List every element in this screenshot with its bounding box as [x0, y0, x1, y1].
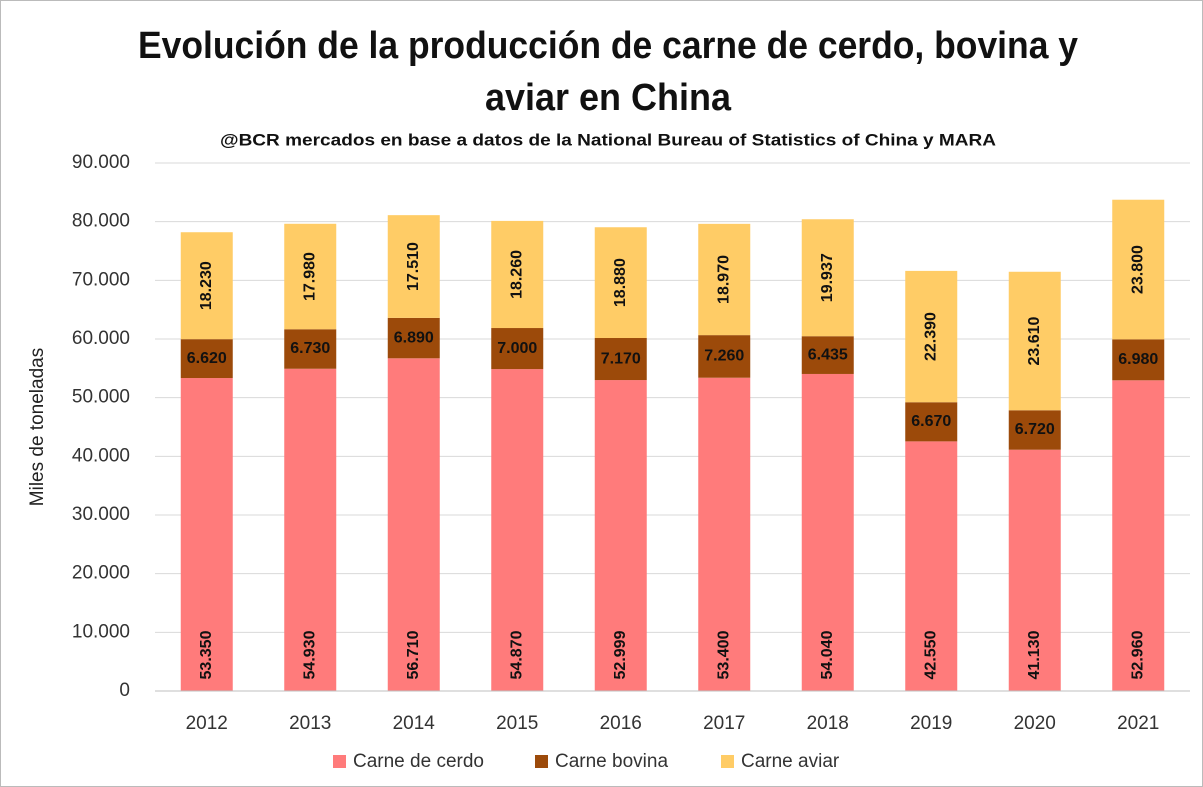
data-label: 23.610	[1026, 316, 1043, 365]
data-label: 23.800	[1129, 245, 1146, 294]
data-label: 52.960	[1129, 630, 1146, 679]
data-label: 53.400	[715, 630, 732, 679]
bar-segment	[491, 369, 544, 691]
bar-segment	[594, 338, 647, 381]
x-tick-label: 2018	[807, 713, 849, 734]
bar-segment	[180, 339, 233, 379]
legend-swatch	[535, 755, 548, 768]
data-label: 18.260	[508, 250, 525, 299]
y-tick-label: 10.000	[72, 621, 130, 642]
y-tick-label: 0	[119, 680, 130, 701]
bar-segment	[1008, 449, 1061, 691]
x-tick-label: 2020	[1014, 713, 1056, 734]
y-axis-label: Miles de toneladas	[27, 348, 48, 506]
x-tick-label: 2021	[1117, 713, 1159, 734]
bar-segment	[1008, 271, 1061, 411]
x-tick-label: 2013	[289, 713, 331, 734]
x-tick-label: 2015	[496, 713, 538, 734]
data-label: 7.170	[601, 350, 641, 367]
data-label: 7.000	[497, 340, 537, 357]
bar-segment	[801, 373, 854, 691]
y-tick-label: 80.000	[72, 211, 130, 232]
data-label: 54.040	[819, 630, 836, 679]
data-label: 19.937	[819, 253, 836, 302]
data-label: 22.390	[922, 312, 939, 361]
data-label: 54.930	[301, 630, 318, 679]
data-label: 7.260	[704, 348, 744, 365]
bar-segment	[801, 219, 854, 337]
legend-label: Carne de cerdo	[353, 751, 484, 772]
bar-segment	[1008, 410, 1061, 450]
data-label: 17.980	[301, 252, 318, 301]
bar-segment	[491, 220, 544, 329]
legend-swatch	[721, 755, 734, 768]
bar-segment	[284, 368, 337, 691]
data-label: 18.230	[198, 261, 215, 310]
bar-segment	[594, 380, 647, 691]
bar-segment	[905, 270, 958, 403]
data-label: 6.720	[1015, 421, 1055, 438]
bar-segment	[905, 402, 958, 442]
data-label: 53.350	[198, 630, 215, 679]
bar-segment	[698, 377, 751, 691]
y-tick-label: 20.000	[72, 563, 130, 584]
chart-title: Evolución de la producción de carne de c…	[138, 25, 1078, 67]
legend-label: Carne aviar	[741, 751, 840, 772]
bar-segment	[284, 223, 337, 330]
bar-segment	[1112, 199, 1165, 340]
data-label: 42.550	[922, 630, 939, 679]
bar-segment	[387, 317, 440, 359]
x-tick-label: 2016	[600, 713, 642, 734]
bar-segment	[387, 358, 440, 691]
x-tick-label: 2017	[703, 713, 745, 734]
y-tick-label: 70.000	[72, 269, 130, 290]
data-label: 41.130	[1026, 630, 1043, 679]
bar-segment	[698, 335, 751, 378]
bar-segment	[1112, 380, 1165, 691]
data-label: 18.970	[715, 255, 732, 304]
bar-segment	[801, 336, 854, 374]
data-label: 6.730	[290, 340, 330, 357]
data-label: 18.880	[612, 258, 629, 307]
y-tick-label: 40.000	[72, 445, 130, 466]
data-label: 56.710	[405, 630, 422, 679]
data-label: 52.999	[612, 630, 629, 679]
bar-segment	[180, 232, 233, 340]
bar-segment	[387, 215, 440, 318]
x-tick-label: 2012	[186, 713, 228, 734]
data-label: 54.870	[508, 630, 525, 679]
y-tick-label: 90.000	[72, 152, 130, 173]
data-label: 6.980	[1118, 351, 1158, 368]
bar-segment	[491, 328, 544, 370]
bar-segment	[698, 223, 751, 336]
legend-swatch	[333, 755, 346, 768]
legend-label: Carne bovina	[555, 751, 668, 772]
bar-segment	[180, 378, 233, 691]
y-tick-label: 30.000	[72, 504, 130, 525]
y-tick-label: 50.000	[72, 387, 130, 408]
bar-segment	[594, 227, 647, 339]
x-tick-label: 2019	[910, 713, 952, 734]
bar-segment	[284, 329, 337, 369]
data-label: 6.435	[808, 346, 848, 363]
chart-subtitle: @BCR mercados en base a datos de la Nati…	[220, 130, 996, 149]
data-label: 6.620	[187, 350, 227, 367]
data-label: 17.510	[405, 242, 422, 291]
data-label: 6.670	[911, 413, 951, 430]
chart-title: aviar en China	[485, 77, 732, 119]
bar-segment	[1112, 339, 1165, 381]
y-tick-label: 60.000	[72, 328, 130, 349]
bar-segment	[905, 441, 958, 691]
x-tick-label: 2014	[393, 713, 436, 734]
data-label: 6.890	[394, 329, 434, 346]
